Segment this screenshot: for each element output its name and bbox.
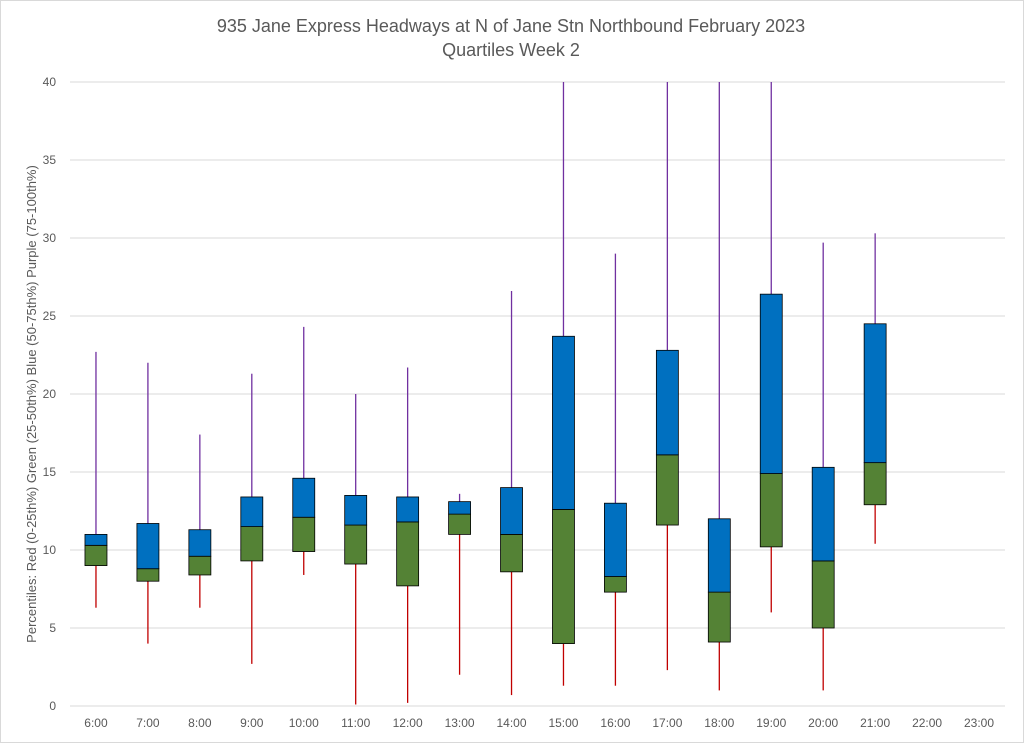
box-19:00 <box>759 82 783 613</box>
x-tick-label: 19:00 <box>756 716 786 730</box>
x-tick-label: 12:00 <box>393 716 423 730</box>
x-tick-label: 21:00 <box>860 716 890 730</box>
lower-box <box>344 524 368 565</box>
box-10:00 <box>292 326 316 575</box>
x-tick-label: 18:00 <box>704 716 734 730</box>
box-14:00 <box>500 291 523 696</box>
upper-box <box>344 494 368 526</box>
y-tick-labels: 0 5 10 15 20 25 30 35 40 <box>43 75 57 713</box>
lower-box <box>240 526 264 562</box>
lower-box <box>396 521 420 587</box>
lower-box <box>448 513 471 535</box>
upper-box <box>188 529 212 557</box>
y-tick-label: 35 <box>43 153 57 167</box>
box-6:00 <box>84 351 108 608</box>
box-15:00 <box>552 82 575 686</box>
x-tick-label: 23:00 <box>964 716 994 730</box>
x-tick-label: 11:00 <box>341 716 370 730</box>
upper-box <box>552 335 575 510</box>
y-tick-label: 0 <box>49 699 56 713</box>
upper-box <box>604 502 627 577</box>
lower-box <box>707 591 731 643</box>
chart-title-line-2: Quartiles Week 2 <box>442 40 580 60</box>
y-tick-label: 15 <box>43 465 57 479</box>
box-17:00 <box>655 82 679 671</box>
x-tick-labels: 6:00 7:00 8:00 9:00 10:00 11:00 12:00 13:00 14:0… <box>84 716 994 730</box>
lower-box <box>136 568 160 582</box>
y-tick-label: 5 <box>49 621 56 635</box>
x-tick-label: 7:00 <box>136 716 160 730</box>
lower-box <box>655 454 679 526</box>
box-18:00 <box>707 82 731 691</box>
x-tick-label: 22:00 <box>912 716 942 730</box>
upper-box <box>707 518 731 593</box>
box-7:00 <box>136 362 160 644</box>
x-tick-label: 8:00 <box>188 716 212 730</box>
upper-box <box>84 534 108 546</box>
box-20:00 <box>811 242 835 691</box>
box-21:00 <box>863 233 887 544</box>
upper-box <box>655 349 679 456</box>
y-tick-label: 30 <box>43 231 57 245</box>
chart-title-line-1: 935 Jane Express Headways at N of Jane S… <box>216 16 806 36</box>
x-tick-label: 16:00 <box>600 716 630 730</box>
upper-box <box>240 496 264 527</box>
lower-box <box>604 576 627 593</box>
x-tick-label: 14:00 <box>497 716 527 730</box>
x-tick-label: 15:00 <box>548 716 578 730</box>
box-marks <box>84 82 887 705</box>
y-tick-label: 40 <box>43 75 57 89</box>
grid-lines <box>70 81 1005 707</box>
box-12:00 <box>396 367 420 703</box>
lower-box <box>500 534 523 573</box>
upper-box <box>759 293 783 474</box>
box-16:00 <box>604 253 627 686</box>
box-8:00 <box>188 434 212 608</box>
box-11:00 <box>344 394 368 705</box>
box-13:00 <box>448 493 471 675</box>
x-tick-label: 13:00 <box>445 716 475 730</box>
upper-box <box>292 477 316 518</box>
lower-box <box>552 509 575 645</box>
y-tick-label: 25 <box>43 309 57 323</box>
x-tick-label: 6:00 <box>84 716 108 730</box>
lower-box <box>811 560 835 629</box>
upper-box <box>811 466 835 562</box>
lower-box <box>188 555 212 576</box>
upper-box <box>500 487 523 535</box>
box-9:00 <box>240 373 264 664</box>
lower-box <box>292 516 316 552</box>
x-tick-label: 10:00 <box>289 716 319 730</box>
x-tick-label: 9:00 <box>240 716 264 730</box>
upper-box <box>396 496 420 523</box>
y-axis-label: Percentiles: Red (0-25th%) Green (25-50t… <box>24 165 39 643</box>
x-tick-label: 20:00 <box>808 716 838 730</box>
chart-title: 935 Jane Express Headways at N of Jane S… <box>0 14 1022 62</box>
upper-box <box>863 323 887 464</box>
lower-box <box>863 462 887 506</box>
upper-box <box>136 523 160 570</box>
lower-box <box>759 473 783 548</box>
lower-box <box>84 544 108 567</box>
upper-box <box>448 501 471 515</box>
y-tick-label: 10 <box>43 543 57 557</box>
x-tick-label: 17:00 <box>652 716 682 730</box>
y-tick-label: 20 <box>43 387 57 401</box>
